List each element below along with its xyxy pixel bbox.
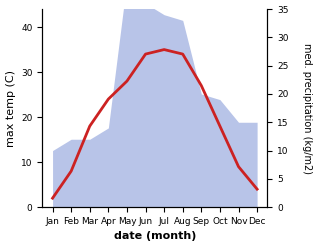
Y-axis label: med. precipitation (kg/m2): med. precipitation (kg/m2) <box>302 43 313 174</box>
Y-axis label: max temp (C): max temp (C) <box>5 70 16 147</box>
X-axis label: date (month): date (month) <box>114 231 196 242</box>
